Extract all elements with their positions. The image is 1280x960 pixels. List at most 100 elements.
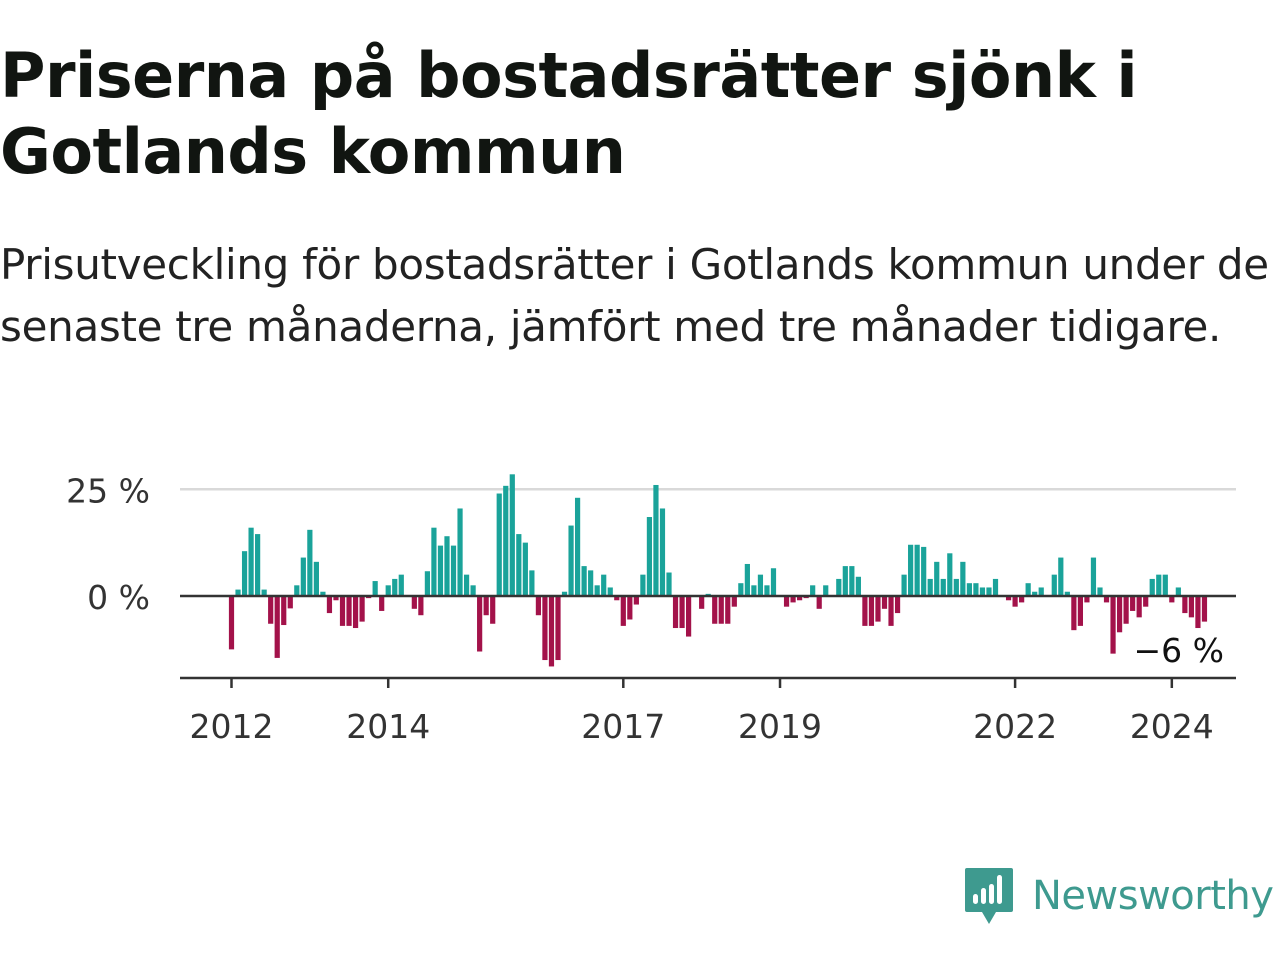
bar (1182, 596, 1188, 614)
bar (444, 536, 450, 596)
bar (810, 585, 816, 596)
y-tick-label: 0 % (87, 578, 150, 617)
bar (313, 561, 319, 596)
bar (979, 587, 986, 596)
bar (255, 534, 261, 596)
x-tick-label: 2012 (190, 707, 274, 746)
bar (248, 527, 254, 596)
y-tick-label: 25 % (66, 471, 150, 510)
bar (529, 570, 535, 596)
axes (180, 594, 1236, 688)
bar (333, 596, 339, 601)
bar (594, 585, 600, 596)
bar (228, 596, 235, 650)
bar (1038, 587, 1044, 596)
bar (568, 525, 574, 596)
bar (731, 596, 737, 607)
bar (823, 585, 829, 596)
bar (894, 596, 901, 614)
bar (379, 596, 385, 611)
bar (1162, 574, 1168, 596)
bar (307, 529, 313, 596)
bar (1149, 578, 1155, 596)
bar (561, 591, 568, 596)
bar (1071, 596, 1077, 631)
bar (666, 572, 672, 596)
bar (659, 508, 666, 596)
chart-subtitle: Prisutveckling för bostadsrätter i Gotla… (0, 240, 1269, 351)
bar (601, 574, 607, 596)
bar (535, 596, 542, 616)
bar (1090, 557, 1097, 596)
bar (1116, 596, 1123, 633)
bar (712, 596, 718, 624)
bar (914, 544, 920, 596)
bar (1064, 591, 1070, 596)
bar (816, 596, 822, 609)
bar (1130, 596, 1136, 611)
bar (326, 596, 333, 614)
bar (359, 596, 365, 622)
bar (973, 583, 979, 596)
bar (875, 596, 881, 622)
bar (339, 596, 346, 626)
bar (966, 583, 972, 596)
brand-name: Newsworthy (1032, 873, 1274, 919)
bar (901, 574, 907, 596)
bar (640, 574, 646, 596)
bar (477, 596, 483, 652)
bar (1058, 557, 1064, 596)
bar (346, 596, 352, 626)
bar (738, 583, 744, 596)
bar (862, 596, 868, 626)
tick-labels: 25 % 0 % 2012 2014 2017 2019 2022 2024 −6 % (66, 471, 1224, 746)
bar (392, 578, 398, 596)
bar (888, 596, 894, 626)
bar (581, 566, 587, 596)
bar (842, 566, 848, 596)
bar (294, 585, 300, 596)
bar (431, 527, 437, 596)
bar (588, 570, 594, 596)
x-tick-label: 2022 (973, 707, 1057, 746)
bar (679, 596, 685, 629)
bar (633, 596, 639, 605)
bar (1005, 596, 1012, 601)
x-tick-label: 2014 (346, 707, 430, 746)
bar (797, 596, 803, 601)
bar (1136, 596, 1142, 618)
bar (1025, 583, 1031, 596)
bar (503, 485, 509, 596)
bar (627, 596, 633, 620)
bar (868, 596, 875, 626)
bar (470, 585, 476, 596)
bar (1188, 596, 1195, 618)
x-tick-label: 2017 (581, 707, 665, 746)
bar (934, 561, 940, 596)
bar (555, 596, 561, 661)
bar (1195, 596, 1201, 629)
bar (241, 551, 248, 596)
bar (855, 576, 861, 596)
bar (1175, 587, 1181, 596)
bar (261, 589, 267, 596)
bars (228, 474, 1208, 667)
bar (437, 545, 444, 596)
bar (1077, 596, 1083, 626)
chart-title: Priserna på bostadsrätter sjönk i Gotlan… (0, 39, 1138, 188)
bar (1012, 596, 1018, 607)
bar (686, 596, 692, 637)
bar (300, 557, 306, 596)
bar (516, 534, 522, 596)
bar (1110, 596, 1116, 654)
bar (992, 578, 999, 596)
bar (1201, 596, 1208, 622)
bar (235, 589, 241, 596)
bar-chart: 25 % 0 % 2012 2014 2017 2019 2022 2024 −6 % (66, 471, 1236, 746)
bar (542, 596, 548, 661)
bar (411, 596, 417, 609)
bar (522, 542, 528, 597)
bar (385, 585, 391, 596)
bar (483, 596, 489, 616)
bar (287, 596, 293, 609)
